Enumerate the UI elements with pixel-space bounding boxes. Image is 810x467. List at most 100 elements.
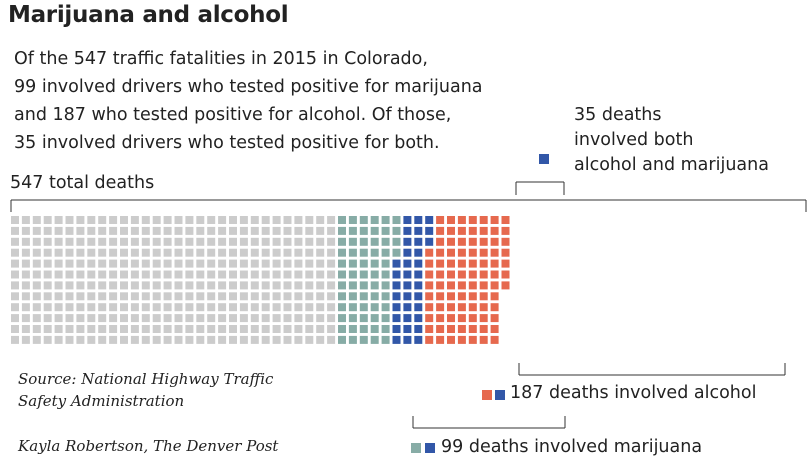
square-other xyxy=(174,216,183,224)
square-other xyxy=(87,325,96,333)
square-alcohol-only xyxy=(436,303,445,312)
square-marijuana-only xyxy=(338,281,346,290)
square-other xyxy=(152,325,161,333)
square-marijuana-only xyxy=(338,216,346,224)
square-other xyxy=(294,292,303,301)
square-other xyxy=(316,292,325,301)
square-other xyxy=(120,281,128,290)
square-marijuana-only xyxy=(338,292,346,301)
square-other xyxy=(218,335,227,344)
square-other xyxy=(130,314,139,323)
square-alcohol-only xyxy=(457,303,466,312)
square-other xyxy=(98,248,107,257)
square-alcohol-only xyxy=(436,270,445,279)
square-other xyxy=(98,270,107,279)
square-alcohol-only xyxy=(436,325,445,333)
square-other xyxy=(130,335,139,344)
total-label: 547 total deaths xyxy=(10,173,155,193)
square-other xyxy=(54,314,63,323)
square-marijuana-only xyxy=(359,303,368,312)
waffle-brackets xyxy=(10,154,807,429)
square-both xyxy=(403,314,412,323)
square-alcohol-only xyxy=(468,314,477,323)
square-other xyxy=(272,248,281,257)
square-alcohol-only xyxy=(447,292,455,301)
square-other xyxy=(283,314,292,323)
square-other xyxy=(185,226,194,235)
square-other xyxy=(32,270,41,279)
square-other xyxy=(261,335,270,344)
square-marijuana-only xyxy=(381,216,390,224)
square-other xyxy=(239,292,248,301)
square-both xyxy=(392,270,401,279)
square-alcohol-only xyxy=(457,325,466,333)
square-other xyxy=(43,303,52,312)
both-annotation-line: 35 deaths xyxy=(574,105,662,125)
square-other xyxy=(141,314,150,323)
square-marijuana-only xyxy=(348,335,357,344)
square-other xyxy=(11,237,19,246)
square-both xyxy=(392,281,401,290)
square-other xyxy=(250,335,259,344)
square-marijuana-only xyxy=(348,325,357,333)
square-alcohol-only xyxy=(468,335,477,344)
square-other xyxy=(305,314,314,323)
square-other xyxy=(87,335,96,344)
square-other xyxy=(21,335,30,344)
square-other xyxy=(294,335,303,344)
square-marijuana-only xyxy=(338,303,346,312)
square-alcohol-only xyxy=(468,216,477,224)
credit-line: Kayla Robertson, The Denver Post xyxy=(18,437,279,455)
square-other xyxy=(21,325,30,333)
square-alcohol-only xyxy=(425,292,434,301)
square-alcohol-only xyxy=(479,335,488,344)
square-other xyxy=(305,281,314,290)
square-other xyxy=(130,270,139,279)
square-other xyxy=(109,314,118,323)
both-swatch xyxy=(539,154,549,164)
square-other xyxy=(76,335,85,344)
square-alcohol-only xyxy=(479,292,488,301)
square-other xyxy=(272,314,281,323)
square-other xyxy=(185,281,194,290)
square-alcohol-only xyxy=(447,303,455,312)
square-other xyxy=(120,314,128,323)
square-other xyxy=(316,259,325,268)
square-other xyxy=(294,226,303,235)
square-other xyxy=(130,226,139,235)
square-other xyxy=(98,216,107,224)
square-other xyxy=(32,314,41,323)
square-both xyxy=(414,335,423,344)
square-alcohol-only xyxy=(457,281,466,290)
square-other xyxy=(250,281,259,290)
square-both xyxy=(392,325,401,333)
square-other xyxy=(196,292,205,301)
square-alcohol-only xyxy=(490,270,499,279)
square-other xyxy=(43,314,52,323)
square-other xyxy=(305,248,314,257)
square-alcohol-only xyxy=(457,314,466,323)
square-other xyxy=(229,281,237,290)
square-other xyxy=(239,237,248,246)
square-marijuana-only xyxy=(370,270,379,279)
square-other xyxy=(272,325,281,333)
square-other xyxy=(87,248,96,257)
square-other xyxy=(141,281,150,290)
square-marijuana-only xyxy=(338,248,346,257)
square-both xyxy=(414,237,423,246)
square-other xyxy=(327,303,336,312)
square-other xyxy=(163,292,172,301)
square-alcohol-only xyxy=(447,216,455,224)
square-other xyxy=(54,292,63,301)
square-alcohol-only xyxy=(501,237,510,246)
square-other xyxy=(76,314,85,323)
square-other xyxy=(109,259,118,268)
square-both xyxy=(414,303,423,312)
square-other xyxy=(65,259,74,268)
square-other xyxy=(141,248,150,257)
square-other xyxy=(21,259,30,268)
square-other xyxy=(229,226,237,235)
square-other xyxy=(316,226,325,235)
square-other xyxy=(11,226,19,235)
square-other xyxy=(316,303,325,312)
